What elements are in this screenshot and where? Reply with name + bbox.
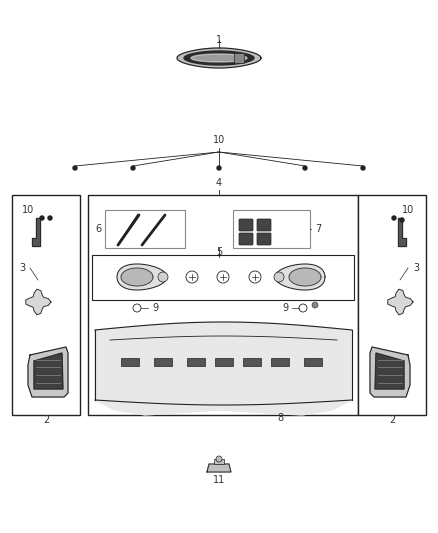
Text: 2: 2 [389, 415, 395, 425]
Circle shape [40, 216, 44, 220]
Text: 1: 1 [216, 35, 222, 45]
Polygon shape [375, 353, 404, 389]
Bar [215, 358, 233, 366]
Text: 4: 4 [216, 178, 222, 188]
Circle shape [133, 304, 141, 312]
Text: 10: 10 [22, 205, 34, 215]
Circle shape [249, 271, 261, 283]
Bar [187, 358, 205, 366]
Polygon shape [398, 218, 406, 246]
Polygon shape [32, 218, 40, 246]
Circle shape [73, 166, 77, 170]
Polygon shape [95, 322, 352, 415]
Polygon shape [388, 289, 413, 315]
Bar [304, 358, 322, 366]
Polygon shape [26, 289, 51, 315]
Polygon shape [117, 264, 167, 290]
Text: 2: 2 [43, 415, 49, 425]
Circle shape [158, 272, 168, 282]
Text: 5: 5 [216, 247, 222, 257]
Circle shape [361, 166, 365, 170]
Text: 10: 10 [402, 205, 414, 215]
Circle shape [274, 272, 284, 282]
Text: 3: 3 [413, 263, 419, 273]
Polygon shape [121, 268, 153, 286]
Circle shape [186, 271, 198, 283]
Polygon shape [289, 268, 321, 286]
FancyBboxPatch shape [239, 219, 253, 231]
Polygon shape [28, 347, 68, 397]
Bar [121, 358, 139, 366]
Circle shape [48, 216, 52, 220]
Polygon shape [34, 353, 63, 389]
Bar [358, 195, 426, 415]
Polygon shape [184, 51, 254, 65]
Circle shape [400, 218, 404, 222]
Text: 7: 7 [315, 224, 321, 234]
Bar [233, 210, 310, 248]
Bar [105, 210, 185, 248]
Text: 6: 6 [95, 224, 101, 234]
Polygon shape [177, 48, 261, 68]
Polygon shape [207, 464, 231, 472]
Circle shape [216, 456, 222, 462]
Circle shape [217, 166, 221, 170]
Circle shape [299, 304, 307, 312]
Polygon shape [275, 264, 325, 290]
Bar [234, 53, 244, 63]
Text: 8: 8 [277, 413, 283, 423]
Polygon shape [370, 347, 410, 397]
Circle shape [303, 166, 307, 170]
FancyBboxPatch shape [257, 233, 271, 245]
Circle shape [312, 302, 318, 308]
FancyBboxPatch shape [257, 219, 271, 231]
Text: 9: 9 [152, 303, 158, 313]
Bar [243, 358, 261, 366]
Bar [12, 195, 80, 415]
Polygon shape [191, 54, 247, 62]
Bar [92, 255, 354, 300]
Text: 10: 10 [213, 135, 225, 145]
FancyBboxPatch shape [239, 233, 253, 245]
Text: 11: 11 [213, 475, 225, 485]
Bar [154, 358, 172, 366]
Circle shape [217, 271, 229, 283]
Bar [88, 195, 358, 415]
Circle shape [392, 216, 396, 220]
Text: 9: 9 [282, 303, 288, 313]
Bar [271, 358, 289, 366]
Circle shape [131, 166, 135, 170]
Bar [214, 459, 224, 464]
Text: 3: 3 [19, 263, 25, 273]
